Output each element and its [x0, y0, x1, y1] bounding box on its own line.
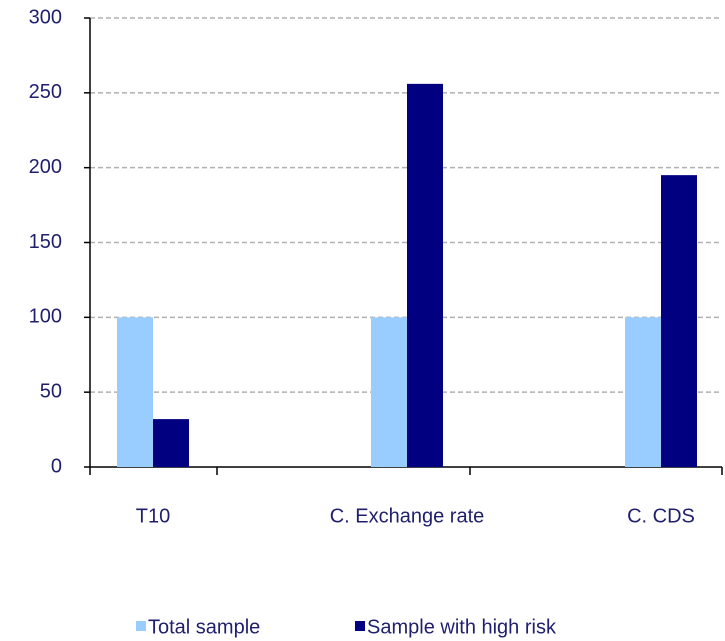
legend-label: Total sample — [148, 616, 260, 638]
bar — [661, 175, 697, 467]
legend-swatch — [355, 621, 365, 631]
y-tick-label: 150 — [29, 231, 62, 253]
x-tick-label: T10 — [136, 505, 170, 527]
y-tick-label: 0 — [51, 455, 62, 477]
y-tick-label: 200 — [29, 156, 62, 178]
y-tick-label: 250 — [29, 81, 62, 103]
bar — [153, 419, 189, 467]
y-tick-label: 50 — [40, 380, 62, 402]
x-tick-label: C. Exchange rate — [330, 505, 485, 527]
legend-label: Sample with high risk — [367, 616, 557, 638]
bar — [407, 83, 443, 467]
y-tick-label: 300 — [29, 6, 62, 28]
y-tick-label: 100 — [29, 306, 62, 328]
bar — [371, 317, 407, 467]
bar — [625, 317, 661, 467]
legend-swatch — [136, 621, 146, 631]
x-tick-label: C. CDS — [627, 505, 695, 527]
bar — [117, 317, 153, 467]
